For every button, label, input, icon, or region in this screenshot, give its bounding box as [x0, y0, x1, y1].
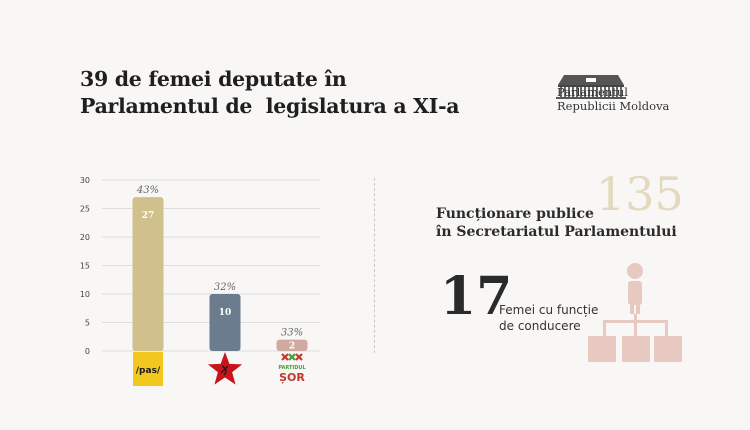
dashed-divider — [374, 178, 375, 353]
bar — [276, 339, 308, 351]
sor-logo-line-1: PARTIDUL — [278, 365, 306, 371]
y-tick-label: 0 — [85, 347, 90, 356]
y-tick-label: 25 — [80, 205, 90, 214]
sor-ornament-icon — [295, 353, 303, 361]
leaders-count: 17 — [440, 266, 513, 327]
logo-line-1: Parlamentul — [557, 85, 628, 99]
staff-caption-line-2: în Secretariatul Parlamentului — [436, 224, 677, 240]
org-chart-icon — [588, 263, 682, 362]
value-label: 27 — [142, 211, 155, 221]
sor-ornament-icon — [288, 353, 296, 361]
leaders-caption: Femei cu funcție de conducere — [499, 302, 598, 334]
y-tick-label: 15 — [80, 262, 90, 271]
staff-caption-line-1: Funcționare publice — [436, 206, 594, 222]
value-label: 10 — [219, 308, 232, 318]
sor-ornament-icon — [281, 353, 289, 361]
y-tick-label: 10 — [80, 290, 90, 299]
leaders-caption-line-2: de conducere — [499, 319, 581, 333]
sor-logo-line-2: ȘOR — [279, 371, 305, 384]
bar — [209, 294, 241, 351]
leaders-caption-line-1: Femei cu funcție — [499, 303, 599, 317]
y-tick-label: 30 — [80, 176, 90, 185]
women-deputies-bar-chart: 0 5 10 15 20 25 30 43% 27 32% 10 33% 2/pas/PARTIDULȘ… — [80, 176, 320, 386]
y-tick-label: 5 — [85, 319, 90, 328]
bar — [132, 197, 164, 351]
value-label: 2 — [289, 341, 295, 351]
staff-count: 135 — [596, 167, 684, 221]
pas-logo — [133, 352, 163, 386]
title-line-1: 39 de femei deputate în — [80, 67, 347, 91]
parliament-building-icon — [556, 75, 626, 99]
staff-caption: Funcționare publice în Secretariatul Par… — [436, 205, 677, 241]
hammer-sickle-icon — [220, 365, 229, 376]
percent-label: 43% — [136, 185, 159, 196]
pas-logo-label: /pas/ — [136, 366, 161, 376]
page-title: 39 de femei deputate în Parlamentul de l… — [80, 66, 460, 120]
percent-label: 32% — [214, 282, 236, 293]
percent-label: 33% — [281, 328, 303, 339]
title-line-2: Parlamentul de legislatura a XI-a — [80, 94, 460, 118]
logo-line-2: Republicii Moldova — [557, 99, 670, 113]
parliament-logo-text: Parlamentul Republicii Moldova — [557, 85, 669, 113]
y-tick-label: 20 — [80, 233, 90, 242]
